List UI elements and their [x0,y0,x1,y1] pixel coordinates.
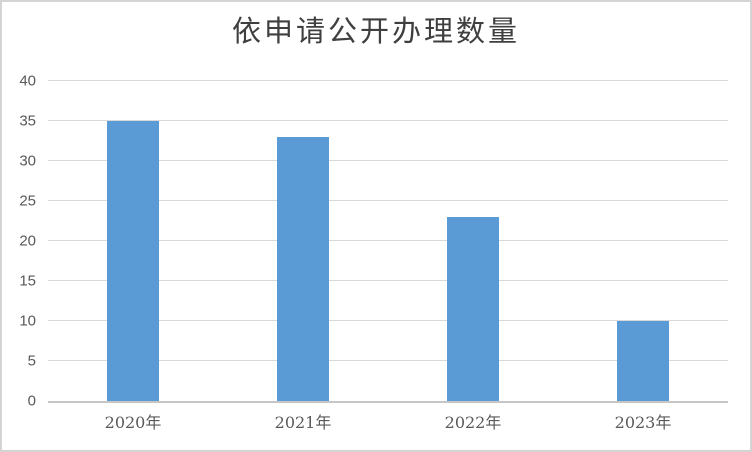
gridline [48,200,728,201]
gridline [48,80,728,81]
y-axis-tick-label: 15 [19,272,36,290]
x-axis: 2020年 2021年 2022年 2023年 [48,411,728,435]
bar-2021年 [277,137,329,401]
chart-title: 依申请公开办理数量 [231,14,520,48]
y-axis-tick-label: 20 [19,232,36,250]
y-axis-tick-label: 10 [19,312,36,330]
x-axis-category-label: 2021年 [274,413,332,432]
gridline [48,120,728,121]
y-axis: 0 5 10 15 20 25 30 35 40 [2,74,40,409]
gridline [48,240,728,241]
y-axis-tick-label: 0 [27,392,36,410]
bar-2022年 [447,217,499,401]
gridline [48,360,728,361]
plot-area [48,80,728,403]
frame-corner-mark-horizontal [0,0,10,2]
gridline [48,160,728,161]
bar-2023年 [617,321,669,401]
x-axis-category-label: 2022年 [444,413,502,432]
y-axis-tick-label: 40 [19,72,36,90]
bar-2020年 [107,121,159,401]
y-axis-tick-label: 30 [19,152,36,170]
x-axis-category-label: 2020年 [104,413,162,432]
y-axis-tick-label: 5 [27,352,36,370]
y-axis-tick-label: 35 [19,112,36,130]
x-axis-category-label: 2023年 [614,413,672,432]
gridline [48,280,728,281]
gridline [48,320,728,321]
y-axis-tick-label: 25 [19,192,36,210]
